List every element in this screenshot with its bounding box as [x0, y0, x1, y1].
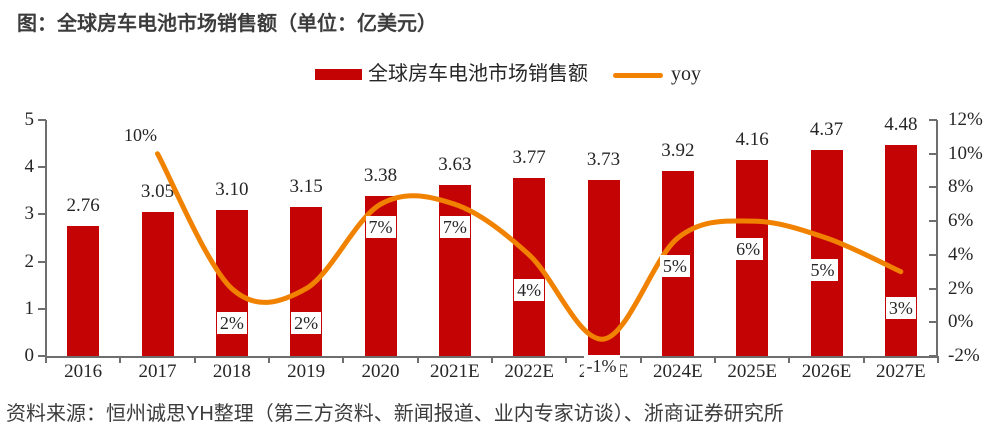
- x-axis-tick: [416, 358, 419, 363]
- y-axis-left-tick: [38, 260, 46, 263]
- yoy-point-label: 2%: [216, 311, 247, 334]
- x-axis-label: 2027E: [876, 361, 926, 382]
- y-axis-right-tick: [929, 287, 937, 290]
- yoy-point-label: 4%: [514, 278, 545, 301]
- y-axis-right-tick: [929, 220, 937, 223]
- x-axis-label: 2019: [287, 361, 326, 382]
- bar: [141, 212, 174, 356]
- yoy-point-label: 2%: [291, 311, 322, 334]
- y-axis-right-label: 4%: [948, 243, 974, 265]
- bar: [438, 184, 471, 356]
- y-axis-right-label: 10%: [948, 142, 983, 164]
- yoy-point-label: 7%: [365, 216, 396, 239]
- x-axis-tick: [565, 358, 568, 363]
- y-axis-left-label: 0: [24, 345, 35, 366]
- y-axis-right-label: 0%: [948, 311, 974, 333]
- y-axis-right-label: -2%: [948, 345, 980, 366]
- x-axis-label: 2022E: [504, 361, 554, 382]
- bar: [67, 225, 100, 356]
- x-axis-label: 2020: [361, 361, 400, 382]
- y-axis-right-tick: [929, 119, 937, 121]
- yoy-point-label: 7%: [439, 216, 470, 239]
- y-axis-left-label: 4: [24, 156, 35, 178]
- bar-value-label: 3.73: [586, 148, 621, 170]
- y-axis-left-label: 2: [24, 250, 35, 272]
- bar-value-label: 3.15: [289, 176, 323, 198]
- x-axis-tick: [193, 358, 196, 363]
- yoy-point-label: 6%: [733, 238, 764, 261]
- x-axis-label: 2024E: [653, 361, 703, 382]
- y-axis-right-label: 12%: [948, 109, 983, 130]
- x-axis-tick: [491, 358, 493, 363]
- bar-value-label: 4.16: [735, 128, 769, 150]
- y-axis-right-label: 8%: [948, 176, 974, 198]
- y-axis-left-tick: [38, 213, 46, 216]
- y-axis-right-tick: [929, 321, 937, 324]
- x-axis-label: 2018: [212, 361, 251, 382]
- bar: [290, 207, 323, 356]
- bar: [513, 178, 546, 356]
- x-axis-tick: [937, 358, 939, 363]
- bar-value-label: 3.63: [438, 153, 472, 175]
- yoy-point-label: 5%: [659, 255, 690, 277]
- x-axis-label: 2016: [64, 361, 103, 382]
- y-axis-left-tick: [38, 307, 46, 310]
- chart-title: 图：全球房车电池市场销售额（单位：亿美元）: [17, 13, 437, 35]
- y-axis-right-tick: [929, 355, 937, 357]
- bar-value-label: 4.37: [809, 118, 844, 140]
- bar-value-label: 2.76: [66, 194, 100, 216]
- bar-value-label: 4.48: [884, 113, 918, 135]
- legend-bar-swatch: [315, 69, 362, 80]
- x-axis-label: 2025E: [727, 361, 777, 382]
- y-axis-left: [45, 120, 47, 358]
- bar-value-label: 3.10: [215, 178, 249, 200]
- yoy-point-label: 10%: [121, 123, 160, 146]
- x-axis-label: 2017: [138, 361, 177, 382]
- bar-value-label: 3.92: [661, 139, 695, 161]
- yoy-point-label: 3%: [885, 296, 916, 319]
- bar-value-label: 3.05: [140, 181, 175, 203]
- y-axis-left-label: 5: [24, 109, 35, 130]
- y-axis-right-label: 6%: [948, 210, 974, 232]
- x-axis: [45, 356, 939, 358]
- y-axis-left-tick: [38, 166, 46, 169]
- x-axis-tick: [714, 358, 716, 363]
- x-axis-tick: [862, 358, 865, 363]
- x-axis-tick: [342, 358, 345, 363]
- x-axis-tick: [119, 358, 122, 363]
- y-axis-left-tick: [38, 119, 46, 121]
- y-axis-right-label: 2%: [948, 277, 974, 299]
- x-axis-tick: [788, 358, 791, 363]
- bar-value-label: 3.77: [512, 147, 546, 169]
- bar-value-label: 3.38: [363, 165, 398, 187]
- source-note: 资料来源：恒州诚思YH整理（第三方资料、新闻报道、业内专家访谈）、浙商证券研究所: [6, 403, 784, 425]
- y-axis-right: [936, 120, 938, 358]
- legend-bar-label: 全球房车电池市场销售额: [368, 63, 588, 85]
- x-axis-tick: [45, 358, 47, 363]
- legend-line-label: yoy: [671, 63, 701, 85]
- y-axis-left-label: 3: [24, 203, 35, 225]
- y-axis-left-tick: [38, 355, 46, 357]
- legend-line-swatch: [613, 73, 663, 78]
- y-axis-right-tick: [929, 152, 937, 155]
- yoy-point-label: -1%: [583, 355, 620, 378]
- x-axis-label: 2026E: [801, 361, 852, 382]
- x-axis-tick: [268, 358, 270, 363]
- y-axis-right-tick: [929, 186, 937, 189]
- y-axis-right-tick: [929, 253, 937, 256]
- yoy-point-label: 5%: [807, 259, 838, 281]
- bar: [587, 179, 620, 356]
- x-axis-tick: [639, 358, 642, 363]
- bar: [810, 149, 843, 356]
- bar: [884, 144, 917, 356]
- y-axis-left-label: 1: [24, 297, 35, 319]
- bar: [215, 209, 248, 356]
- x-axis-label: 2021E: [430, 361, 480, 382]
